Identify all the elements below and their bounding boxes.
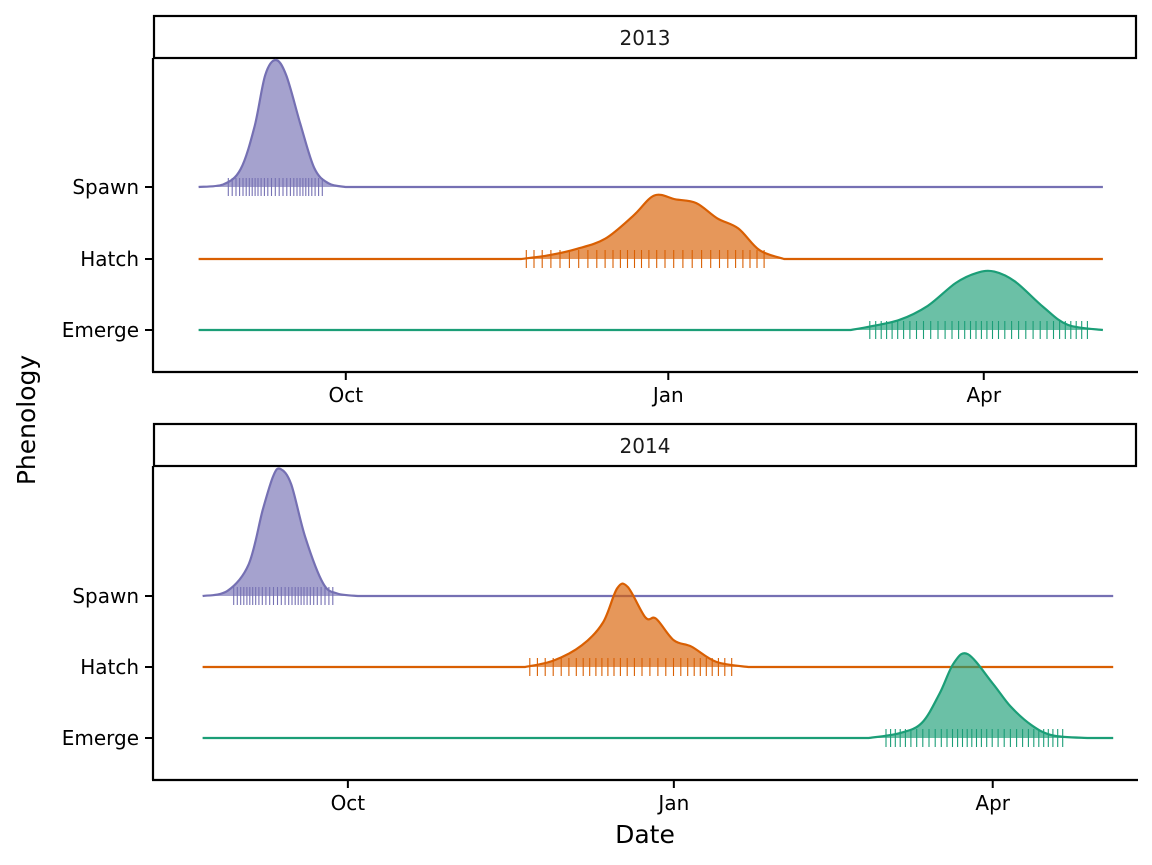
panels-layer: 2013 Spawn Hatch Emerge Oct Jan Apr 2014 Spawn Ha…: [62, 14, 1138, 815]
panel-2013: 2013 Spawn Hatch Emerge Oct Jan Apr: [62, 14, 1138, 407]
density-line-hatch: [198, 193, 1103, 261]
x-axis-title: Date: [615, 820, 675, 849]
series-emerge-2013: [198, 269, 1104, 339]
x-tick-label-apr: Apr: [966, 383, 1001, 407]
y-tick-label-emerge: Emerge: [62, 318, 139, 342]
strip-box-2014: [152, 422, 1138, 468]
density-fill-spawn: [202, 468, 359, 596]
strip-box-2013: [152, 14, 1138, 60]
y-tick-label-spawn: Spawn: [72, 584, 139, 608]
y-axis-title: Phenology: [12, 355, 41, 486]
density-fill-emerge: [850, 270, 1103, 330]
x-tick-label-oct: Oct: [331, 791, 366, 815]
panel-2014: 2014 Spawn Hatch Emerge Oct Jan Apr: [62, 422, 1138, 815]
strip-label-2013: 2013: [620, 26, 671, 50]
density-line-hatch: [202, 582, 1114, 669]
series-hatch-2014: [202, 582, 1114, 676]
y-tick-label-hatch: Hatch: [80, 655, 139, 679]
density-fill-hatch: [521, 194, 784, 259]
x-tick-label-apr: Apr: [975, 791, 1010, 815]
series-hatch-2013: [198, 193, 1103, 268]
y-tick-label-emerge: Emerge: [62, 726, 139, 750]
density-line-spawn: [202, 467, 1114, 598]
density-line-emerge: [198, 269, 1104, 332]
density-fill-spawn: [198, 60, 346, 187]
density-line-spawn: [198, 58, 1103, 189]
y-tick-label-hatch: Hatch: [80, 247, 139, 271]
y-tick-label-spawn: Spawn: [72, 175, 139, 199]
strip-label-2014: 2014: [620, 434, 671, 458]
x-tick-label-jan: Jan: [656, 791, 689, 815]
series-emerge-2014: [202, 652, 1114, 747]
series-spawn-2014: [202, 467, 1114, 605]
x-tick-label-jan: Jan: [651, 383, 684, 407]
series-spawn-2013: [198, 58, 1103, 196]
density-fill-emerge: [868, 653, 1089, 738]
x-tick-label-oct: Oct: [328, 383, 363, 407]
